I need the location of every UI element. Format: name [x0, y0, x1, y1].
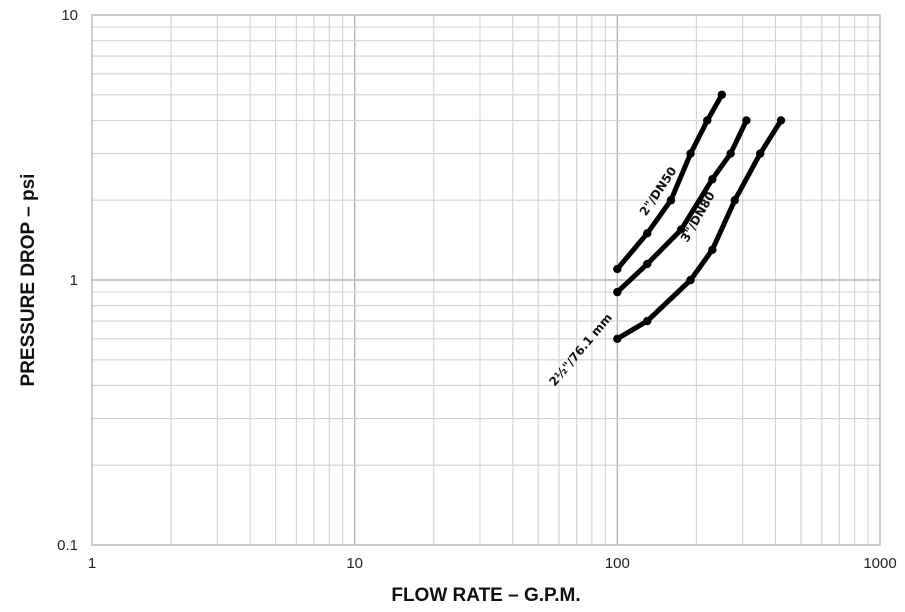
data-point — [717, 90, 727, 99]
series-label-2: 2½"/76.1 mm — [546, 311, 615, 389]
grid-lines — [92, 15, 880, 545]
series-line-2 — [614, 118, 749, 295]
data-point — [703, 116, 712, 125]
data-point — [726, 149, 735, 158]
data-point — [666, 196, 676, 205]
data-point — [676, 225, 686, 234]
series-label-3: 3"/DN80 — [678, 189, 718, 244]
data-point — [643, 316, 652, 326]
data-point — [643, 229, 652, 238]
y-tick-label: 1 — [70, 272, 78, 289]
plot-frame — [91, 14, 881, 546]
x-tick-label: 1000 — [863, 555, 896, 572]
data-point — [613, 334, 622, 343]
x-tick-label: 10 — [346, 555, 363, 572]
data-point — [742, 116, 751, 125]
data-point — [708, 175, 717, 184]
data-point — [686, 149, 695, 158]
data-point — [776, 116, 786, 125]
x-tick-label: 1 — [88, 555, 96, 572]
x-tick-label: 100 — [605, 555, 630, 572]
y-axis-title: PRESSURE DROP – psi — [18, 174, 39, 387]
data-point — [730, 196, 739, 205]
data-point — [613, 264, 622, 274]
data-point — [686, 275, 695, 285]
data-point — [708, 245, 717, 255]
series-lines — [613, 90, 786, 343]
data-point — [613, 287, 622, 297]
data-point — [756, 149, 765, 158]
x-axis-title: FLOW RATE – G.P.M. — [391, 585, 580, 606]
y-tick-label: 10 — [61, 7, 78, 24]
series-line-1 — [614, 92, 725, 272]
y-tick-label: 0.1 — [57, 537, 78, 554]
tick-labels: 1 10 100 1000 0.1 1 10 — [57, 7, 897, 572]
data-point — [643, 259, 652, 269]
